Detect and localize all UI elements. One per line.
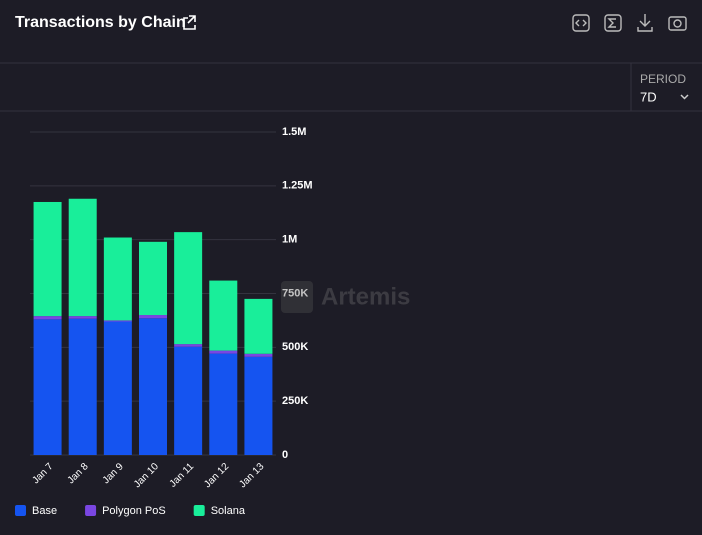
x-tick-label: Jan 9 bbox=[101, 461, 126, 486]
bar-segment bbox=[244, 356, 273, 455]
camera-icon[interactable] bbox=[668, 16, 687, 31]
period-label: PERIOD bbox=[640, 72, 686, 86]
bar-segment bbox=[209, 353, 238, 455]
legend-swatch bbox=[85, 505, 97, 516]
y-tick-label: 1M bbox=[282, 234, 297, 246]
bar-segment bbox=[33, 316, 62, 320]
bar-segment bbox=[68, 318, 97, 455]
bar-segment bbox=[139, 241, 167, 316]
bar-segment bbox=[174, 344, 203, 347]
y-tick-label: 500K bbox=[282, 341, 308, 353]
bar-segment bbox=[68, 316, 97, 319]
period-select[interactable]: 7D bbox=[640, 89, 657, 104]
x-tick-label: Jan 12 bbox=[202, 461, 231, 490]
bar-segment bbox=[33, 201, 62, 317]
y-tick-label: 250K bbox=[282, 395, 308, 407]
title: Transactions by Chain bbox=[15, 14, 186, 31]
external-link-icon[interactable] bbox=[183, 15, 196, 30]
embed-icon[interactable] bbox=[572, 14, 590, 32]
legend-label: Solana bbox=[211, 505, 246, 517]
x-tick-label: Jan 8 bbox=[66, 461, 91, 486]
legend-label: Polygon PoS bbox=[102, 505, 166, 517]
download-icon[interactable] bbox=[637, 14, 653, 32]
bar-segment bbox=[103, 321, 132, 455]
x-tick-label: Jan 10 bbox=[132, 461, 161, 490]
legend-swatch bbox=[15, 505, 26, 516]
bar-segment bbox=[209, 350, 238, 354]
bar-segment bbox=[103, 237, 132, 321]
y-tick-label: 0 bbox=[282, 449, 288, 461]
bar-segment bbox=[244, 298, 273, 354]
bar-segment bbox=[103, 320, 132, 322]
bar-segment bbox=[174, 346, 203, 455]
y-tick-label: 1.5M bbox=[282, 126, 306, 138]
dropdown-arrow[interactable] bbox=[680, 94, 689, 100]
watermark-text: Artemis bbox=[321, 283, 410, 310]
sum-icon[interactable] bbox=[604, 14, 622, 32]
x-tick-label: Jan 7 bbox=[30, 461, 55, 486]
bar-segment bbox=[174, 232, 203, 345]
bar-segment bbox=[139, 315, 167, 319]
y-tick-label: 1.25M bbox=[282, 180, 313, 192]
watermark: Artemis bbox=[281, 281, 410, 313]
bar-segment bbox=[209, 280, 238, 351]
x-tick-label: Jan 13 bbox=[237, 461, 266, 490]
bar-segment bbox=[139, 318, 167, 455]
bar-segment bbox=[33, 319, 62, 455]
bar-segment bbox=[68, 198, 97, 317]
bar-segment bbox=[244, 353, 273, 357]
y-tick-label: 750K bbox=[282, 287, 308, 299]
legend-swatch bbox=[193, 505, 205, 516]
legend-label: Base bbox=[32, 505, 57, 517]
x-tick-label: Jan 11 bbox=[168, 461, 197, 490]
